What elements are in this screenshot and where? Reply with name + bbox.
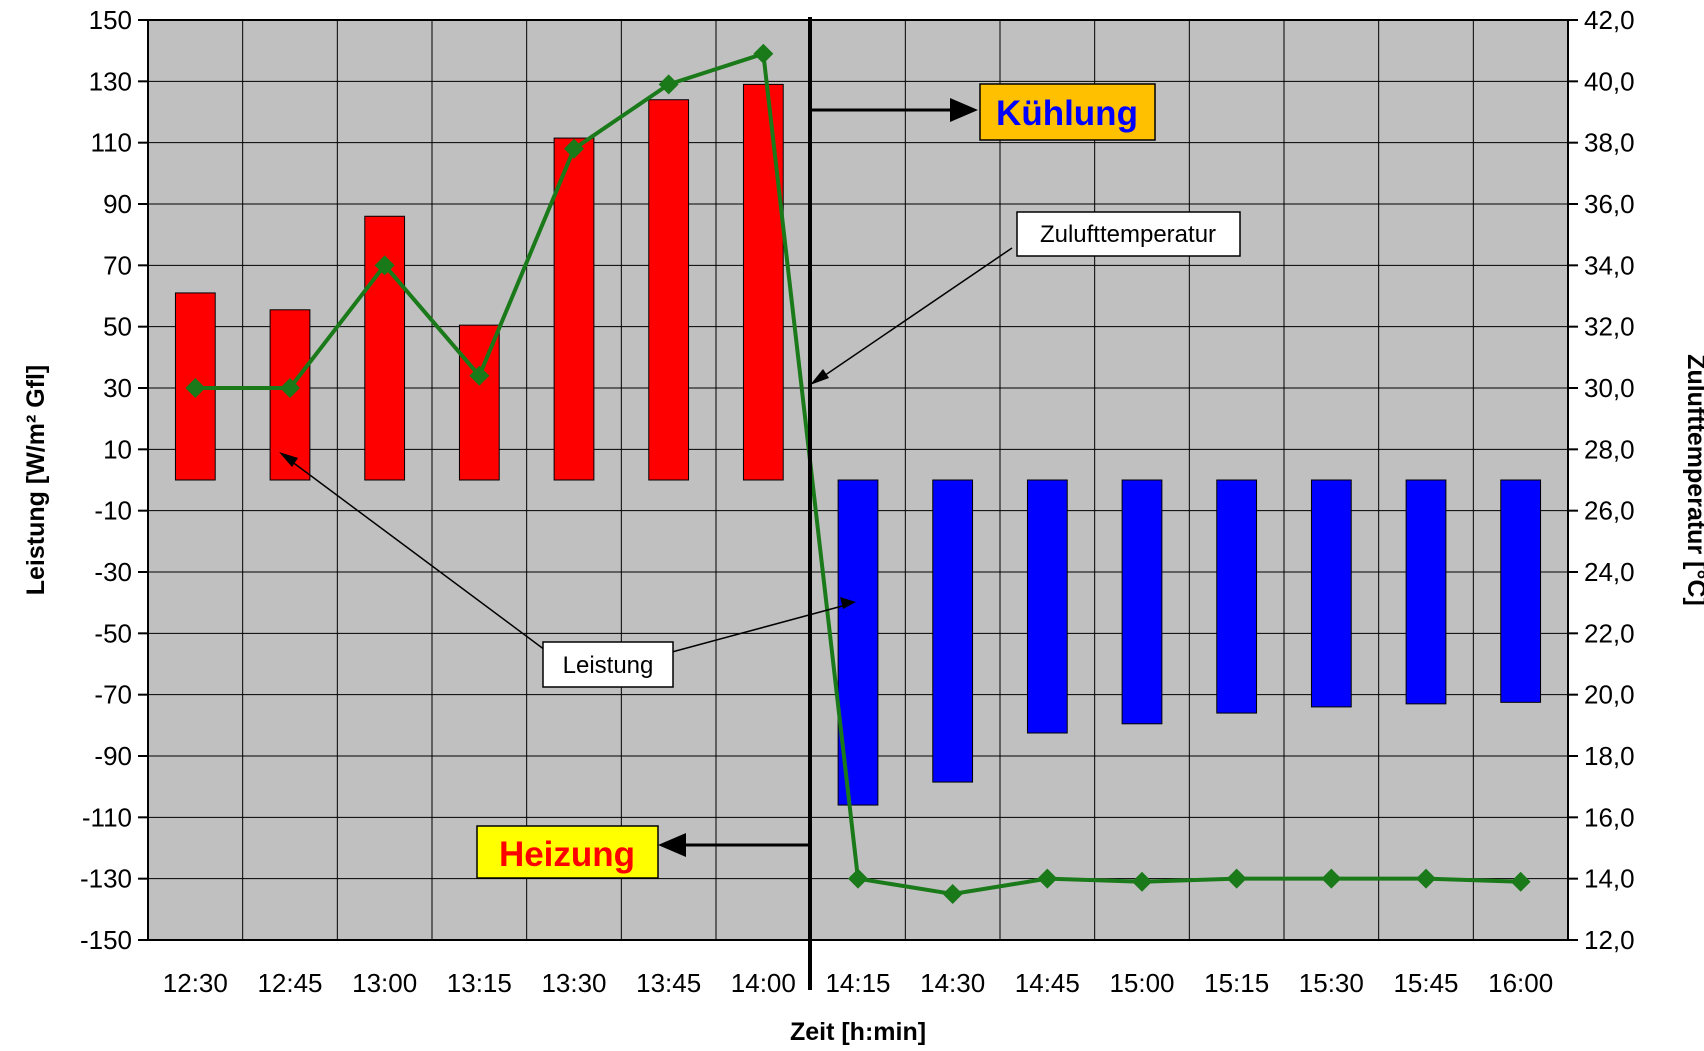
heizung-label-box bbox=[476, 825, 659, 879]
y2-tick-label: 30,0 bbox=[1584, 373, 1635, 403]
temperature-point-1545 bbox=[1416, 868, 1436, 889]
x-tick-label: 13:00 bbox=[352, 968, 417, 998]
x-tick-label: 16:00 bbox=[1488, 968, 1553, 998]
x-tick-label: 14:30 bbox=[920, 968, 985, 998]
x-axis-title: Zeit [h:min] bbox=[790, 1018, 926, 1046]
temperature-point-1400 bbox=[753, 43, 774, 64]
callout-power-label: Leistung bbox=[563, 652, 654, 679]
temperature-point-1345 bbox=[658, 74, 679, 95]
x-tick-label: 14:00 bbox=[731, 968, 796, 998]
y-tick-label: -70 bbox=[94, 680, 132, 710]
y2-tick-label: 24,0 bbox=[1584, 557, 1635, 587]
y-tick-label: -130 bbox=[80, 864, 132, 894]
x-tick-label: 12:30 bbox=[163, 968, 228, 998]
callout-power-box bbox=[542, 641, 674, 688]
x-tick-label: 13:45 bbox=[636, 968, 701, 998]
y-tick-label: 30 bbox=[103, 373, 132, 403]
x-tick-label: 15:15 bbox=[1204, 968, 1269, 998]
callout-power-arrowhead-left bbox=[279, 452, 298, 467]
y2-tick-label: 40,0 bbox=[1584, 66, 1635, 96]
temperature-point-1515 bbox=[1226, 868, 1247, 889]
bar-1330 bbox=[553, 137, 595, 481]
callout-temp-label: Zulufttemperatur bbox=[1040, 221, 1216, 248]
temperature-point-1230 bbox=[185, 378, 206, 398]
y2-tick-label: 42,0 bbox=[1584, 5, 1635, 35]
temperature-point-1430 bbox=[942, 884, 963, 904]
y2-tick-label: 38,0 bbox=[1584, 128, 1635, 158]
temperature-point-1600 bbox=[1510, 871, 1531, 892]
kuehlung-label: Kühlung bbox=[996, 94, 1138, 133]
temperature-point-1330 bbox=[564, 138, 584, 159]
y-tick-label: 70 bbox=[103, 250, 132, 280]
bar-1515 bbox=[1216, 479, 1258, 714]
bar-1445 bbox=[1026, 479, 1068, 734]
bar-1600 bbox=[1500, 479, 1542, 703]
y2-tick-label: 22,0 bbox=[1584, 618, 1635, 648]
temperature-point-1245 bbox=[280, 378, 300, 398]
temperature-point-1315 bbox=[469, 365, 490, 386]
y-tick-label: -110 bbox=[82, 802, 132, 832]
bar-1430 bbox=[932, 479, 974, 783]
y2-axis-title: Zulufttemperatur [°C] bbox=[1682, 354, 1704, 606]
temperature-point-1530 bbox=[1321, 868, 1342, 889]
power-bars bbox=[174, 83, 1542, 806]
x-tick-label: 15:30 bbox=[1299, 968, 1364, 998]
callout-temp-box bbox=[1016, 211, 1241, 257]
y2-tick-label: 16,0 bbox=[1584, 802, 1635, 832]
bar-1300 bbox=[364, 215, 406, 481]
x-tick-label: 13:15 bbox=[447, 968, 512, 998]
y2-tick-label: 14,0 bbox=[1584, 864, 1635, 894]
callout-temp-leader bbox=[817, 247, 1013, 381]
y-tick-label: -50 bbox=[94, 618, 132, 648]
callout-temp-arrowhead bbox=[810, 369, 829, 385]
axis-ticks: 150 130 110 90 70 50 30 10 -10 -30 -50 -70 -90 -110 -1… bbox=[80, 5, 1635, 998]
temperature-series bbox=[185, 43, 1531, 904]
bar-1530 bbox=[1310, 479, 1352, 708]
bar-1500 bbox=[1121, 479, 1163, 725]
callout-power-leader-right bbox=[671, 604, 847, 653]
kuehlung-arrowhead bbox=[950, 98, 978, 122]
y-axis-title: Leistung [W/m² Gfl] bbox=[22, 365, 50, 596]
y-tick-label: -10 bbox=[94, 496, 132, 526]
y-tick-label: 90 bbox=[103, 189, 132, 219]
y-tick-label: -150 bbox=[80, 925, 132, 955]
bar-1345 bbox=[648, 99, 690, 481]
x-tick-label: 12:45 bbox=[257, 968, 322, 998]
temperature-point-1445 bbox=[1037, 868, 1058, 889]
x-tick-label: 15:00 bbox=[1109, 968, 1174, 998]
bar-1315 bbox=[458, 324, 500, 481]
bar-1545 bbox=[1405, 479, 1447, 705]
y2-tick-label: 26,0 bbox=[1584, 496, 1635, 526]
x-tick-label: 15:45 bbox=[1393, 968, 1458, 998]
y-tick-label: -90 bbox=[94, 741, 132, 771]
y-tick-label: 50 bbox=[103, 312, 132, 342]
temperature-point-1300 bbox=[374, 255, 395, 276]
y-tick-label: 110 bbox=[91, 128, 132, 158]
y-tick-label: 10 bbox=[103, 434, 132, 464]
y-tick-label: 130 bbox=[89, 66, 132, 96]
callout-power-leader-left bbox=[286, 457, 546, 651]
y2-tick-label: 36,0 bbox=[1584, 189, 1635, 219]
y2-tick-label: 20,0 bbox=[1584, 680, 1635, 710]
y2-tick-label: 12,0 bbox=[1584, 925, 1635, 955]
callout-power-arrowhead-right bbox=[840, 597, 856, 609]
y2-tick-label: 32,0 bbox=[1584, 312, 1635, 342]
y2-tick-label: 28,0 bbox=[1584, 434, 1635, 464]
temperature-point-1415 bbox=[848, 868, 868, 889]
x-tick-label: 14:15 bbox=[825, 968, 890, 998]
y2-tick-label: 34,0 bbox=[1584, 250, 1635, 280]
temperature-point-1500 bbox=[1132, 871, 1152, 892]
x-tick-label: 13:30 bbox=[541, 968, 606, 998]
bar-1400 bbox=[742, 83, 784, 481]
heizung-arrowhead bbox=[658, 833, 686, 857]
heizung-label: Heizung bbox=[499, 835, 635, 874]
x-tick-label: 14:45 bbox=[1015, 968, 1080, 998]
kuehlung-label-box bbox=[979, 83, 1156, 141]
y2-tick-label: 18,0 bbox=[1584, 741, 1635, 771]
y-tick-label: 150 bbox=[89, 5, 132, 35]
y-tick-label: -30 bbox=[94, 557, 132, 587]
